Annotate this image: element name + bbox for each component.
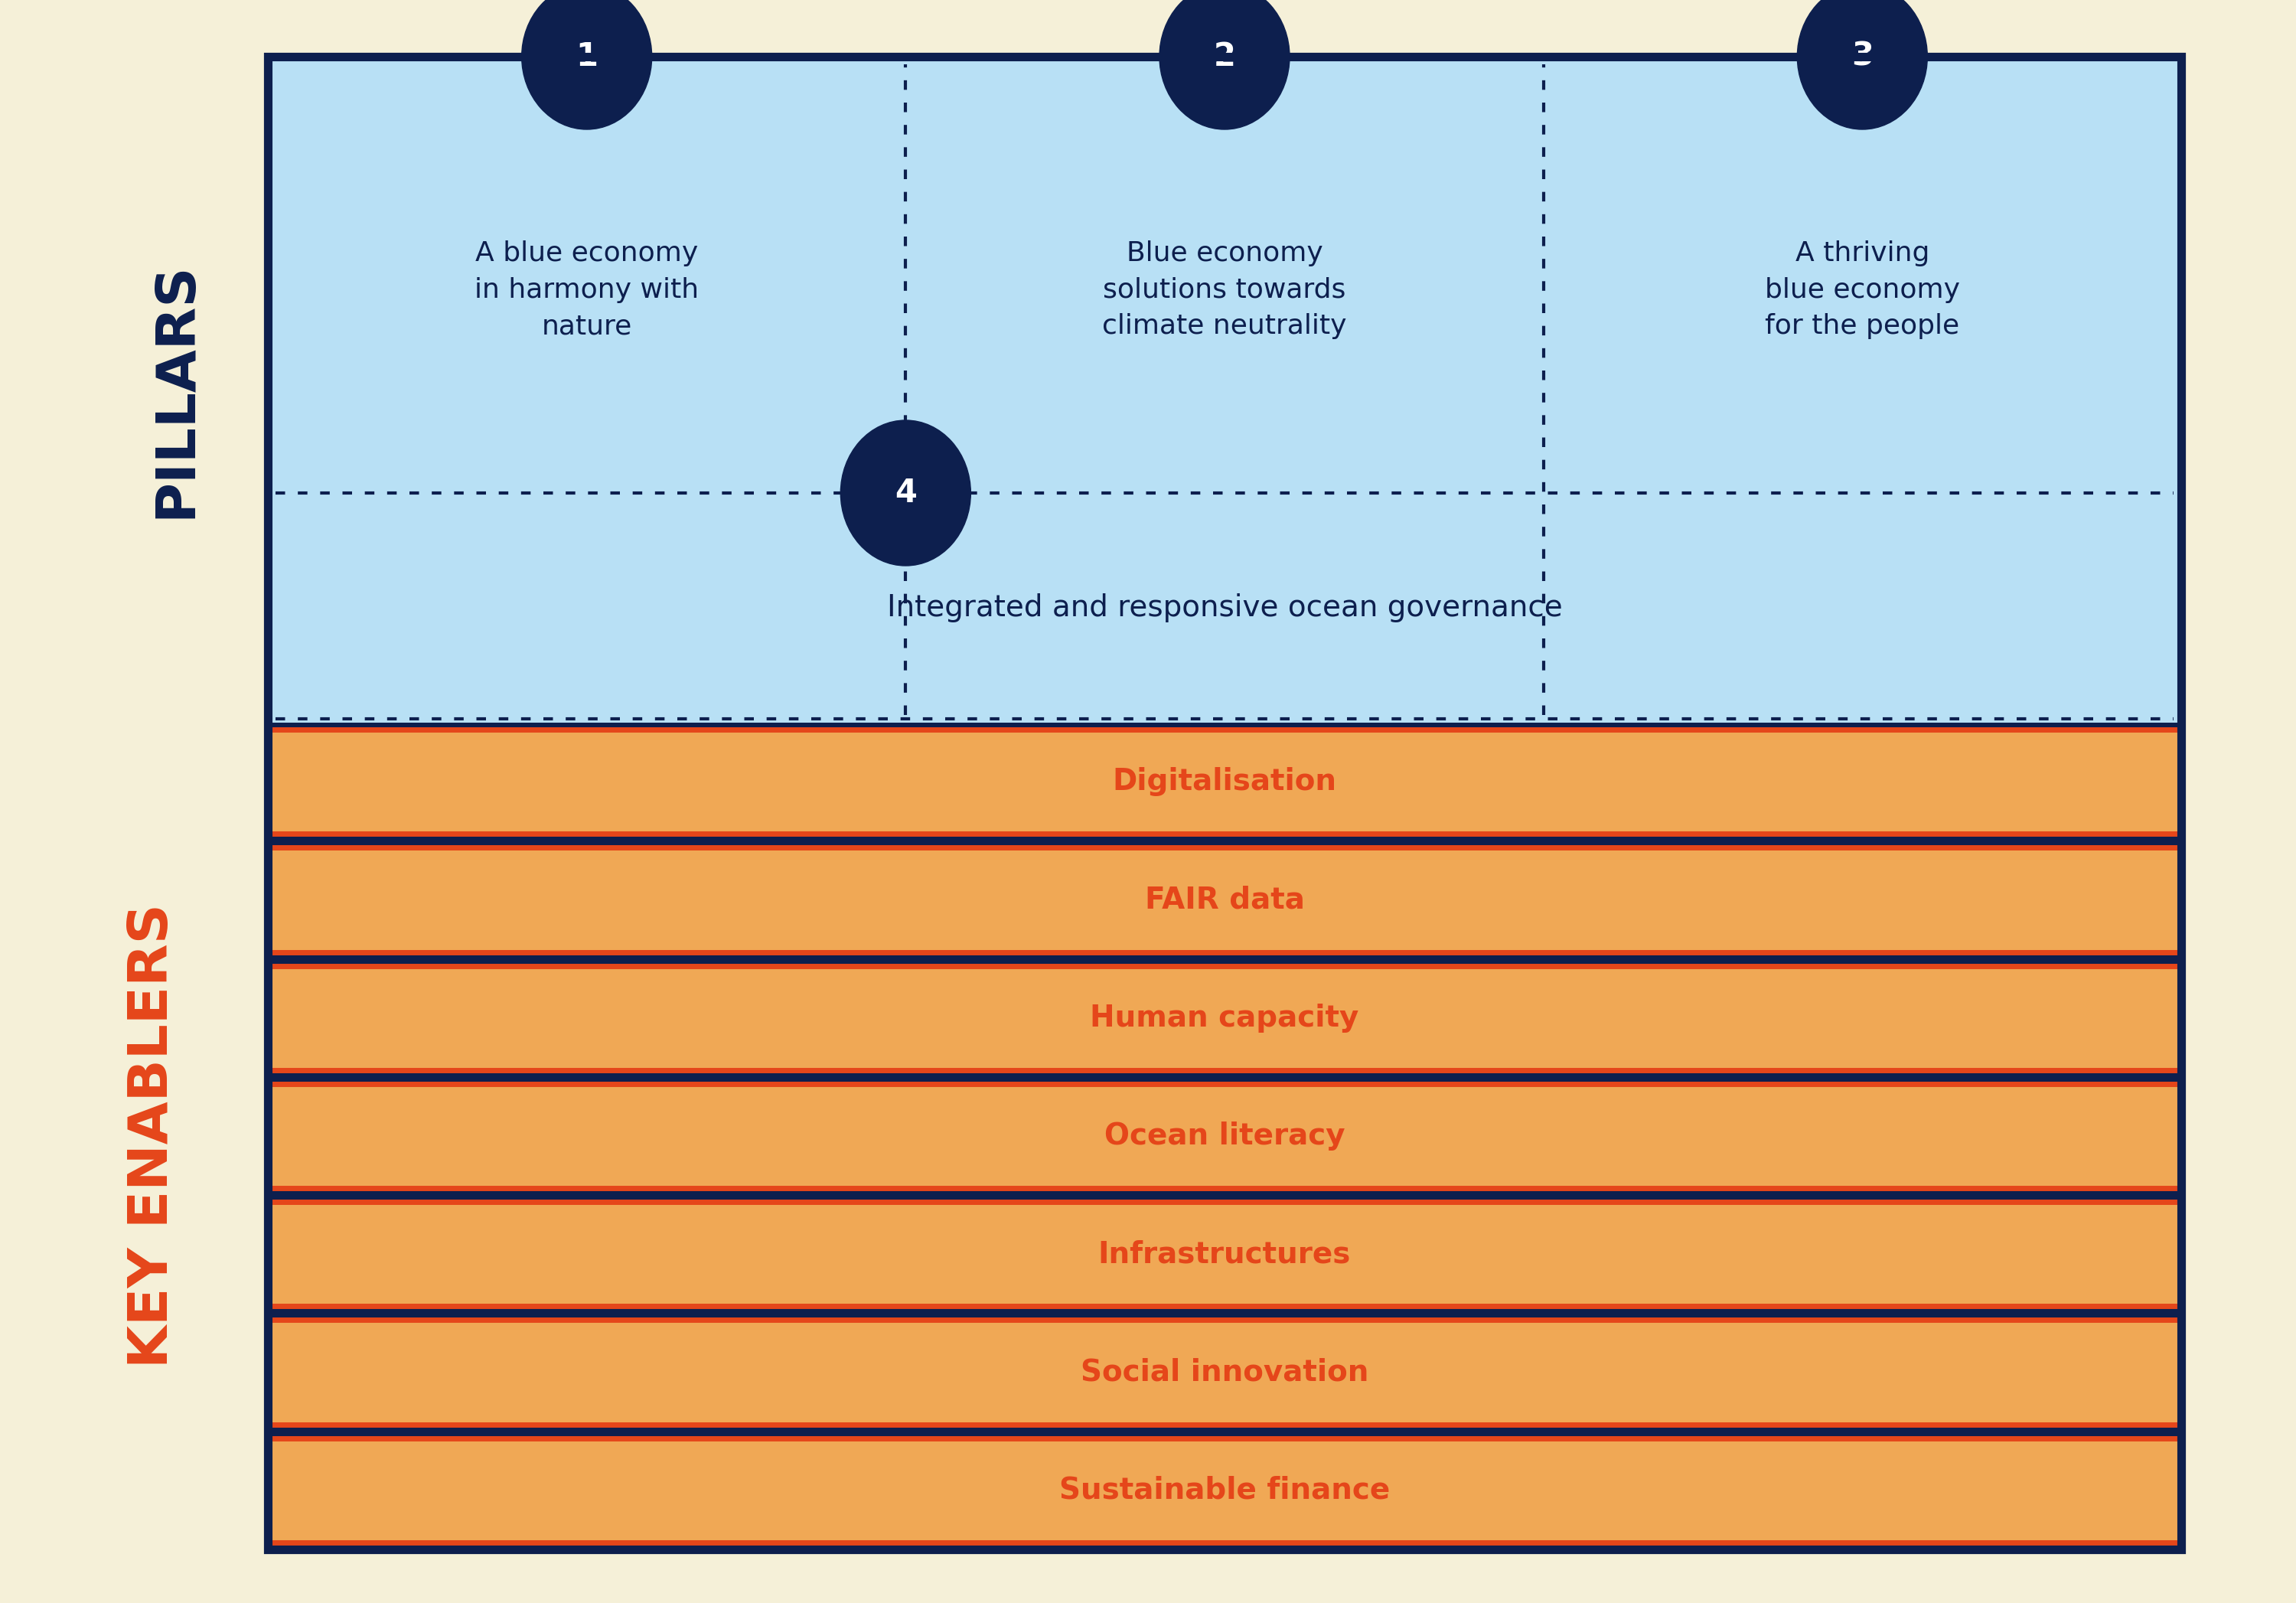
Text: 1: 1 <box>576 40 597 72</box>
Text: 3: 3 <box>1851 40 1874 72</box>
Text: 4: 4 <box>895 478 916 510</box>
Text: Sustainable finance: Sustainable finance <box>1058 1476 1389 1505</box>
FancyBboxPatch shape <box>269 1438 2181 1542</box>
Ellipse shape <box>521 0 652 130</box>
FancyBboxPatch shape <box>269 1202 2181 1306</box>
Text: Digitalisation: Digitalisation <box>1111 768 1336 797</box>
Ellipse shape <box>1798 0 1926 130</box>
Text: Integrated and responsive ocean governance: Integrated and responsive ocean governan… <box>886 593 1561 622</box>
Ellipse shape <box>1159 0 1290 130</box>
FancyBboxPatch shape <box>269 729 2181 834</box>
Text: Infrastructures: Infrastructures <box>1097 1239 1350 1268</box>
Ellipse shape <box>840 420 971 566</box>
Text: PILLARS: PILLARS <box>149 261 202 518</box>
FancyBboxPatch shape <box>269 965 2181 1071</box>
Text: A thriving
blue economy
for the people: A thriving blue economy for the people <box>1766 240 1961 340</box>
Text: A blue economy
in harmony with
nature: A blue economy in harmony with nature <box>475 240 698 340</box>
FancyBboxPatch shape <box>269 56 2181 723</box>
FancyBboxPatch shape <box>269 1321 2181 1425</box>
Text: Ocean literacy: Ocean literacy <box>1104 1122 1345 1151</box>
FancyBboxPatch shape <box>269 848 2181 952</box>
Text: Blue economy
solutions towards
climate neutrality: Blue economy solutions towards climate n… <box>1102 240 1348 340</box>
Text: KEY ENABLERS: KEY ENABLERS <box>126 904 179 1369</box>
Text: FAIR data: FAIR data <box>1146 885 1304 914</box>
FancyBboxPatch shape <box>269 1084 2181 1188</box>
Text: 2: 2 <box>1215 40 1235 72</box>
Text: Social innovation: Social innovation <box>1081 1358 1368 1387</box>
FancyBboxPatch shape <box>269 56 2181 1550</box>
Text: Human capacity: Human capacity <box>1091 1003 1359 1032</box>
